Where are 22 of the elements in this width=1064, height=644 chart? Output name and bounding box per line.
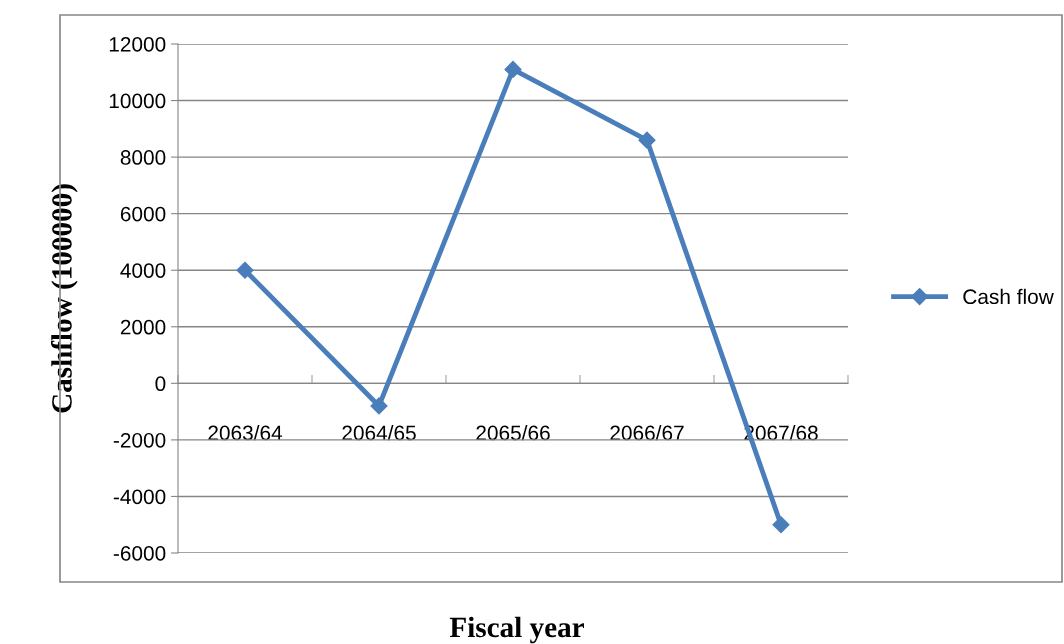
point xyxy=(370,397,388,415)
y-tick-label: 12000 xyxy=(109,37,166,52)
point xyxy=(772,516,790,534)
point xyxy=(504,60,522,79)
point xyxy=(236,261,254,279)
y-tick-label: -4000 xyxy=(113,489,166,505)
x-tick-label: 2063/64 xyxy=(208,425,283,441)
y-axis-title: Cashflow (100000) xyxy=(50,184,78,413)
y-tick-label: 10000 xyxy=(109,93,166,109)
point xyxy=(638,131,656,149)
x-tick-label: 2065/66 xyxy=(476,425,550,441)
x-tick-label: 2066/67 xyxy=(610,425,684,441)
x-axis-title: Fiscal year xyxy=(449,616,584,644)
y-tick-label: 0 xyxy=(155,376,166,392)
y-tick-label: -2000 xyxy=(113,432,166,448)
legend-label: Cash flow xyxy=(963,288,1054,305)
y-tick-label: 6000 xyxy=(120,206,166,222)
y-tick-label: -6000 xyxy=(113,546,166,561)
x-tick-label: 2064/65 xyxy=(342,425,416,441)
y-tick-label: 4000 xyxy=(120,263,166,278)
y-tick-label: 8000 xyxy=(120,150,166,165)
y-tick-label: 2000 xyxy=(120,319,166,335)
